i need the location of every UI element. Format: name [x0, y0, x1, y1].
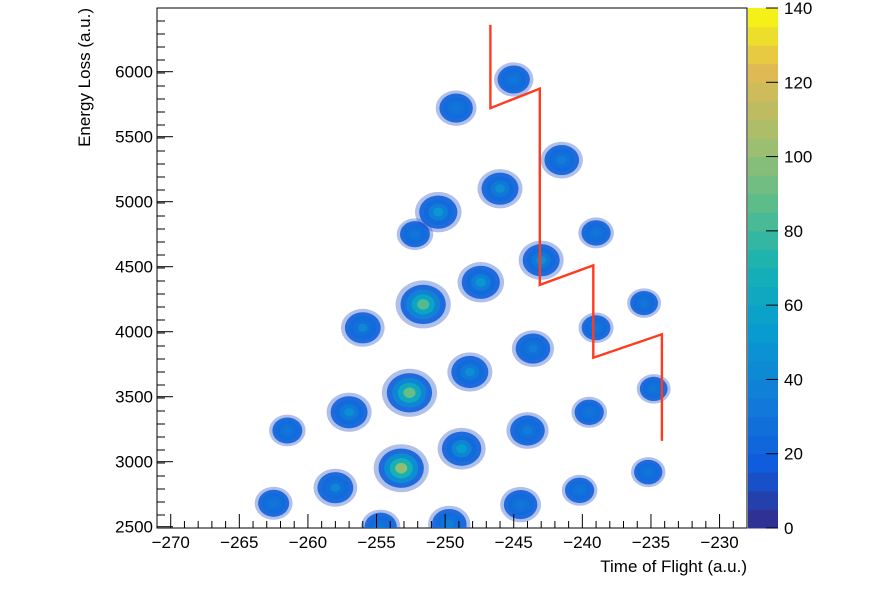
heatmap-cluster-4 — [313, 468, 358, 507]
colorbar-band — [748, 268, 778, 288]
heatmap-cluster-2 — [500, 486, 542, 523]
heatmap-cluster-13 — [447, 352, 493, 392]
heatmap-cluster-23 — [396, 218, 434, 251]
colorbar-band — [748, 323, 778, 343]
colorbar-tick-label: 140 — [784, 0, 812, 18]
colorbar-tick-label: 20 — [784, 445, 803, 464]
colorbar-band — [748, 119, 778, 139]
heatmap-cluster-18 — [395, 280, 451, 329]
y-axis: 2500 3000 3500 4000 4500 5000 5500 6000 — [115, 7, 173, 537]
heatmap-cluster-14 — [511, 330, 555, 367]
y-axis-title: Energy Loss (a.u.) — [75, 8, 94, 147]
colorbar-band — [748, 45, 778, 65]
y-tick-label: 3500 — [115, 388, 153, 407]
colorbar-band — [748, 100, 778, 120]
x-tick-label: −245 — [495, 533, 533, 552]
colorbar-tick-label: 100 — [784, 148, 812, 167]
x-tick-label: −270 — [152, 533, 190, 552]
colorbar-band — [748, 342, 778, 362]
heatmap-cluster-12 — [381, 368, 438, 417]
heatmap-cluster-29 — [494, 62, 534, 97]
colorbar-band — [748, 379, 778, 399]
heatmap-cluster-10 — [269, 414, 306, 447]
colorbar-band — [748, 212, 778, 232]
heatmap-cluster-8 — [630, 457, 666, 488]
x-tick-label: −260 — [289, 533, 327, 552]
x-tick-label: −240 — [563, 533, 601, 552]
y-tick-label: 4500 — [115, 258, 153, 277]
heatmap-cluster-15 — [571, 396, 608, 428]
colorbar-band — [748, 82, 778, 102]
colorbar-band — [748, 360, 778, 380]
colorbar-band — [748, 26, 778, 46]
y-tick-label: 5000 — [115, 193, 153, 212]
colorbar: 0 20 40 60 80 100 120 140 — [748, 0, 812, 538]
heatmap-cluster-6 — [437, 427, 486, 470]
colorbar-band — [748, 398, 778, 418]
colorbar-band — [748, 509, 778, 529]
colorbar-band — [748, 63, 778, 83]
colorbar-tick-label: 120 — [784, 73, 812, 92]
colorbar-tick-label: 60 — [784, 296, 803, 315]
heatmap-cluster-9 — [561, 474, 598, 506]
x-tick-label: −265 — [220, 533, 258, 552]
colorbar-band — [748, 249, 778, 269]
x-axis: −270 −265 −260 −255 −250 −245 −240 −235 −230 — [152, 514, 748, 552]
heatmap-cluster-11 — [326, 392, 372, 432]
heatmap-cluster-17 — [340, 308, 385, 347]
heatmap-cluster-21 — [578, 312, 614, 344]
y-tick-label: 2500 — [115, 518, 153, 537]
y-tick-label: 6000 — [115, 63, 153, 82]
heatmap-cluster-27 — [578, 217, 614, 249]
colorbar-band — [748, 453, 778, 473]
colorbar-band — [748, 472, 778, 492]
x-tick-label: −235 — [632, 533, 670, 552]
gate-polyline — [489, 24, 664, 441]
colorbar-band — [748, 8, 778, 28]
colorbar-tick-label: 80 — [784, 222, 803, 241]
x-tick-label: −255 — [357, 533, 395, 552]
colorbar-band — [748, 490, 778, 510]
heatmap-cluster-16 — [636, 374, 671, 404]
heatmap-cluster-26 — [540, 141, 583, 179]
colorbar-band — [748, 230, 778, 250]
colorbar-band — [748, 286, 778, 306]
heatmap-cluster-19 — [457, 262, 505, 303]
colorbar-tick-label: 40 — [784, 370, 803, 389]
colorbar-band — [748, 156, 778, 176]
heatmap-cluster-25 — [477, 169, 523, 209]
y-tick-label: 5500 — [115, 128, 153, 147]
heatmap-cluster-28 — [435, 90, 477, 126]
colorbar-band — [748, 305, 778, 325]
y-tick-label: 3000 — [115, 453, 153, 472]
heatmap-cluster-3 — [254, 486, 293, 520]
y-tick-label: 4000 — [115, 323, 153, 342]
heatmap-cluster-20 — [518, 240, 564, 280]
colorbar-band — [748, 175, 778, 195]
colorbar-tick-label: 0 — [784, 519, 793, 538]
heatmap — [254, 62, 671, 528]
colorbar-band — [748, 193, 778, 213]
heatmap-cluster-22 — [627, 288, 662, 318]
gate-cut — [489, 24, 664, 441]
heatmap-cluster-5 — [373, 444, 429, 493]
x-axis-title: Time of Flight (a.u.) — [600, 557, 747, 576]
colorbar-band — [748, 435, 778, 455]
colorbar-band — [748, 416, 778, 436]
x-tick-label: −250 — [426, 533, 464, 552]
heatmap-cluster-24 — [414, 191, 462, 233]
x-tick-label: −230 — [700, 533, 738, 552]
heatmap-cluster-0 — [428, 505, 471, 528]
heatmap-cluster-7 — [506, 412, 549, 449]
colorbar-band — [748, 138, 778, 158]
